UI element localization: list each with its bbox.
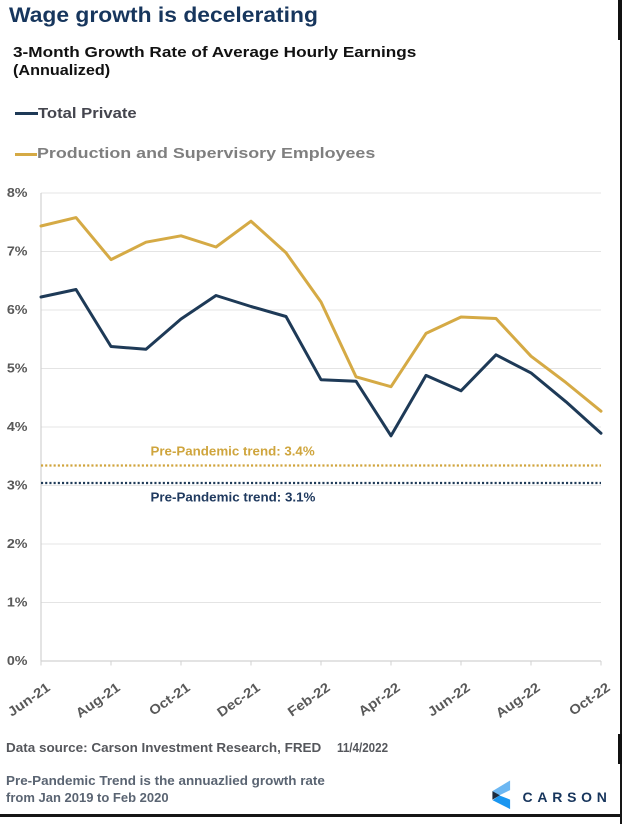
svg-text:1%: 1% bbox=[7, 595, 28, 609]
svg-text:2%: 2% bbox=[7, 537, 28, 551]
svg-text:Jun-22: Jun-22 bbox=[425, 680, 473, 720]
svg-text:Pre-Pandemic trend: 3.1%: Pre-Pandemic trend: 3.1% bbox=[151, 490, 316, 504]
svg-text:Apr-22: Apr-22 bbox=[356, 680, 403, 720]
svg-text:Oct-21: Oct-21 bbox=[147, 680, 194, 719]
svg-text:Pre-Pandemic trend: 3.4%: Pre-Pandemic trend: 3.4% bbox=[151, 444, 316, 459]
svg-text:7%: 7% bbox=[7, 244, 28, 258]
svg-text:Feb-22: Feb-22 bbox=[285, 680, 333, 720]
svg-text:5%: 5% bbox=[7, 361, 28, 375]
svg-text:6%: 6% bbox=[7, 303, 28, 317]
svg-text:3%: 3% bbox=[7, 478, 28, 492]
svg-text:4%: 4% bbox=[7, 420, 28, 434]
svg-text:Jun-21: Jun-21 bbox=[5, 680, 53, 720]
svg-text:Aug-22: Aug-22 bbox=[493, 680, 543, 721]
svg-text:Aug-21: Aug-21 bbox=[73, 680, 123, 721]
svg-text:8%: 8% bbox=[7, 186, 28, 200]
svg-text:0%: 0% bbox=[7, 654, 28, 668]
svg-text:Dec-21: Dec-21 bbox=[215, 680, 264, 720]
svg-text:Oct-22: Oct-22 bbox=[567, 680, 614, 719]
